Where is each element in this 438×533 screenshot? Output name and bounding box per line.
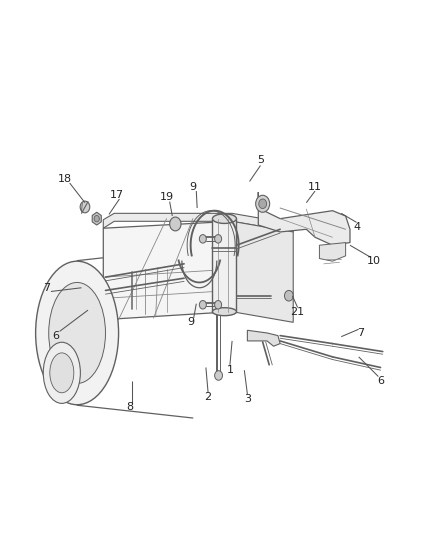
Text: 9: 9: [187, 317, 194, 327]
Polygon shape: [212, 219, 237, 312]
Circle shape: [215, 235, 222, 243]
Text: 18: 18: [58, 174, 72, 184]
Ellipse shape: [43, 342, 81, 403]
Text: 6: 6: [52, 330, 59, 341]
Polygon shape: [319, 243, 346, 261]
Polygon shape: [247, 330, 280, 346]
Polygon shape: [103, 221, 232, 320]
Circle shape: [199, 301, 206, 309]
Text: 8: 8: [126, 402, 133, 413]
Text: 2: 2: [205, 392, 212, 402]
Polygon shape: [103, 213, 293, 232]
Text: 7: 7: [43, 283, 50, 293]
Circle shape: [80, 201, 90, 213]
Circle shape: [170, 217, 181, 231]
Text: 19: 19: [159, 192, 174, 203]
Text: 10: 10: [367, 256, 381, 266]
Text: 6: 6: [377, 376, 384, 386]
Circle shape: [285, 290, 293, 301]
Text: 4: 4: [353, 222, 360, 232]
Ellipse shape: [212, 214, 237, 223]
Circle shape: [215, 301, 222, 309]
Circle shape: [94, 215, 99, 222]
Text: 1: 1: [226, 365, 233, 375]
Circle shape: [199, 235, 206, 243]
Text: 11: 11: [308, 182, 322, 192]
Circle shape: [215, 370, 223, 380]
Ellipse shape: [49, 282, 106, 383]
Text: 5: 5: [257, 155, 264, 165]
Text: 7: 7: [357, 328, 364, 338]
Polygon shape: [232, 221, 293, 322]
Polygon shape: [92, 212, 101, 225]
Text: 17: 17: [110, 190, 124, 200]
Ellipse shape: [35, 261, 119, 405]
Text: 3: 3: [244, 394, 251, 405]
Text: 9: 9: [189, 182, 196, 192]
Ellipse shape: [212, 308, 237, 316]
Ellipse shape: [50, 353, 74, 393]
Circle shape: [259, 199, 267, 208]
Polygon shape: [258, 192, 350, 245]
Text: 21: 21: [290, 306, 305, 317]
Circle shape: [256, 195, 270, 212]
